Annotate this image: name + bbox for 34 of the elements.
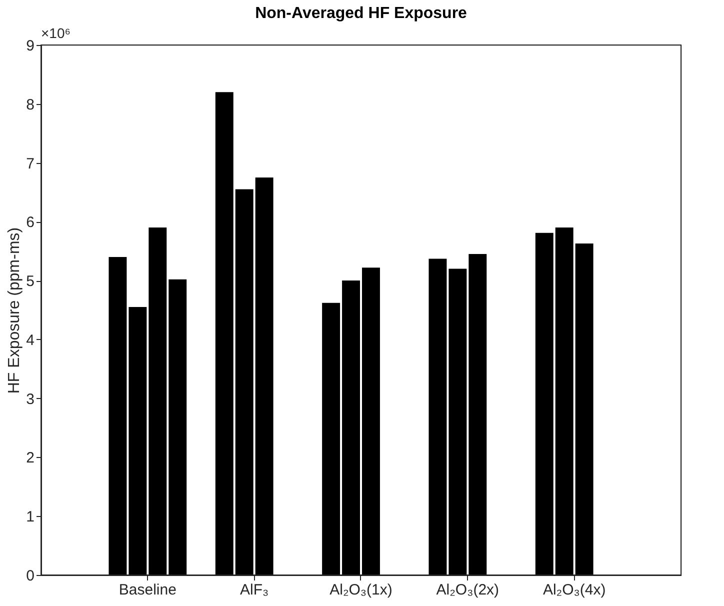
y-tick-label: 3 (26, 390, 34, 408)
bar (555, 228, 574, 575)
bar (342, 280, 360, 575)
x-tick-label: AlF₃ (240, 582, 269, 598)
y-tick-label: 4 (26, 332, 34, 349)
x-tick-label: Al₂O₃(4x) (542, 582, 606, 598)
y-tick-label: 2 (26, 450, 34, 467)
bar (322, 302, 340, 575)
bar (468, 254, 487, 575)
bar (575, 243, 594, 575)
y-tick-label: 1 (26, 508, 34, 526)
y-tick-label: 5 (26, 273, 34, 290)
bar (168, 279, 187, 575)
bar (362, 268, 380, 575)
y-tick-label: 8 (26, 96, 34, 114)
y-tick-label: 9 (26, 38, 34, 54)
x-tick-label: Al₂O₃(1x) (330, 582, 392, 598)
bar (535, 232, 554, 575)
text: ×10⁶ (41, 25, 71, 41)
y-tick-label: 7 (26, 155, 34, 172)
bar (235, 189, 254, 575)
bar (215, 92, 234, 575)
bar (108, 257, 127, 575)
x-tick-label: Baseline (118, 582, 176, 598)
bar (448, 268, 467, 575)
bar (128, 307, 147, 575)
x-tick-label: Al₂O₃(2x) (436, 582, 500, 598)
chart-title: Non-Averaged HF Exposure (255, 5, 468, 22)
bar (255, 178, 274, 575)
bar (148, 228, 167, 575)
y-tick-label: 0 (26, 568, 34, 584)
y-tick-label: 6 (26, 214, 34, 232)
bar (428, 258, 447, 575)
y-axis-title: HF Exposure (ppm-ms) (6, 227, 24, 394)
